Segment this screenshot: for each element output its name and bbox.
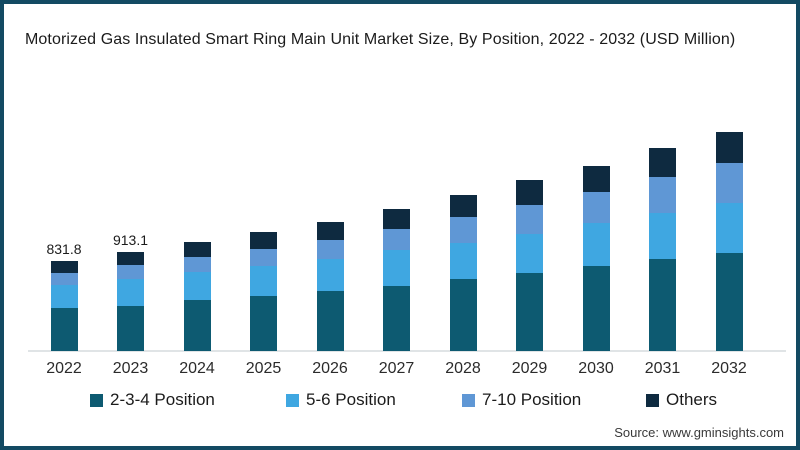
stacked-bar-2022 <box>50 261 78 351</box>
legend-swatch-icon <box>286 393 299 407</box>
bar-segment-2-3-4-position <box>715 252 743 351</box>
bar-segment-7-10-position <box>383 228 410 250</box>
source-credit: Source: www.gminsights.com <box>614 425 784 440</box>
stacked-bar-2026 <box>316 221 344 351</box>
bar-segment-5-6-position <box>449 242 477 280</box>
legend-item-2-3-4-position: 2-3-4 Position <box>90 390 215 410</box>
bar-segment-7-10-position <box>117 265 144 279</box>
legend-swatch-icon <box>462 393 475 407</box>
bar-segment-others <box>582 166 610 193</box>
bar-segment-7-10-position <box>582 192 610 223</box>
bar-segment-5-6-position <box>715 203 743 253</box>
legend-item-others: Others <box>646 390 717 410</box>
legend-item-5-6-position: 5-6 Position <box>286 390 396 410</box>
chart-title: Motorized Gas Insulated Smart Ring Main … <box>25 31 736 48</box>
bar-segment-5-6-position <box>316 259 344 292</box>
bar-segment-2-3-4-position <box>50 307 78 351</box>
bar-segment-others <box>316 221 344 240</box>
stacked-bar-2025 <box>250 232 277 351</box>
stacked-bar-2031 <box>649 148 676 351</box>
bar-segment-5-6-position <box>516 233 543 274</box>
bar-segment-others <box>715 131 743 163</box>
x-axis-label-2025: 2025 <box>245 360 282 377</box>
x-axis-label-2032: 2032 <box>711 360 747 377</box>
bar-segment-7-10-position <box>449 216 477 243</box>
bar-segment-7-10-position <box>649 176 676 213</box>
bar-segment-5-6-position <box>117 278 144 306</box>
bar-segment-2-3-4-position <box>250 295 277 351</box>
bar-segment-7-10-position <box>250 248 277 266</box>
bar-segment-2-3-4-position <box>649 259 676 351</box>
bar-segment-2-3-4-position <box>117 305 144 351</box>
legend-swatch-icon <box>90 393 103 407</box>
stacked-bar-2029 <box>516 180 543 351</box>
stacked-bar-2030 <box>582 166 610 351</box>
bar-segment-2-3-4-position <box>183 300 211 351</box>
bar-segment-5-6-position <box>183 272 211 301</box>
x-axis-labels: 2022 2023 2024 2025 2026 2027 2028 2029 2030 2031… <box>0 360 800 380</box>
legend-label: 7-10 Position <box>482 390 582 409</box>
bar-segment-others <box>449 195 477 217</box>
bar-segment-others <box>250 232 277 249</box>
bar-segment-others <box>649 148 676 177</box>
bar-segment-others <box>183 242 211 257</box>
bar-segment-7-10-position <box>516 204 543 234</box>
stacked-bar-2032 <box>715 131 743 351</box>
bar-segment-others <box>50 261 78 274</box>
plot-area: 831.8 913.1 <box>28 131 786 352</box>
bar-segment-5-6-position <box>250 265 277 296</box>
legend-label: Others <box>666 390 718 409</box>
bar-segment-5-6-position <box>582 222 610 267</box>
stacked-bar-2024 <box>183 242 211 351</box>
bar-total-label-2023: 913.1 <box>112 232 149 249</box>
bar-segment-7-10-position <box>50 273 78 286</box>
bar-segment-2-3-4-position <box>449 279 477 351</box>
bar-segment-7-10-position <box>316 239 344 260</box>
x-axis-line <box>28 350 786 352</box>
legend-swatch-icon <box>646 393 659 407</box>
stacked-bar-2028 <box>449 195 477 351</box>
x-axis-label-2022: 2022 <box>46 360 82 377</box>
bar-segment-others <box>383 208 410 229</box>
bar-segment-5-6-position <box>383 249 410 286</box>
x-axis-label-2028: 2028 <box>445 360 481 377</box>
stacked-bar-2027 <box>383 208 410 351</box>
stacked-bar-2023 <box>117 252 144 351</box>
x-axis-label-2024: 2024 <box>179 360 215 377</box>
x-axis-label-2030: 2030 <box>578 360 614 377</box>
x-axis-label-2027: 2027 <box>378 360 415 377</box>
bar-segment-2-3-4-position <box>383 285 410 351</box>
chart-legend: 2-3-4 Position 5-6 Position 7-10 Position O… <box>0 390 800 412</box>
bar-segment-5-6-position <box>50 285 78 308</box>
x-axis-label-2029: 2029 <box>511 360 548 377</box>
legend-label: 2-3-4 Position <box>110 390 215 409</box>
legend-item-7-10-position: 7-10 Position <box>462 390 581 410</box>
bar-segment-7-10-position <box>183 257 211 273</box>
bar-segment-5-6-position <box>649 212 676 260</box>
x-axis-label-2023: 2023 <box>112 360 149 377</box>
bar-total-label-2022: 831.8 <box>46 241 82 257</box>
x-axis-label-2031: 2031 <box>644 360 681 377</box>
x-axis-label-2026: 2026 <box>312 360 348 377</box>
bar-segment-2-3-4-position <box>582 266 610 351</box>
bar-segment-7-10-position <box>715 162 743 204</box>
bar-segment-others <box>516 180 543 205</box>
bar-segment-2-3-4-position <box>316 291 344 351</box>
bar-segment-others <box>117 252 144 266</box>
legend-label: 5-6 Position <box>306 390 396 409</box>
bar-segment-2-3-4-position <box>516 273 543 351</box>
